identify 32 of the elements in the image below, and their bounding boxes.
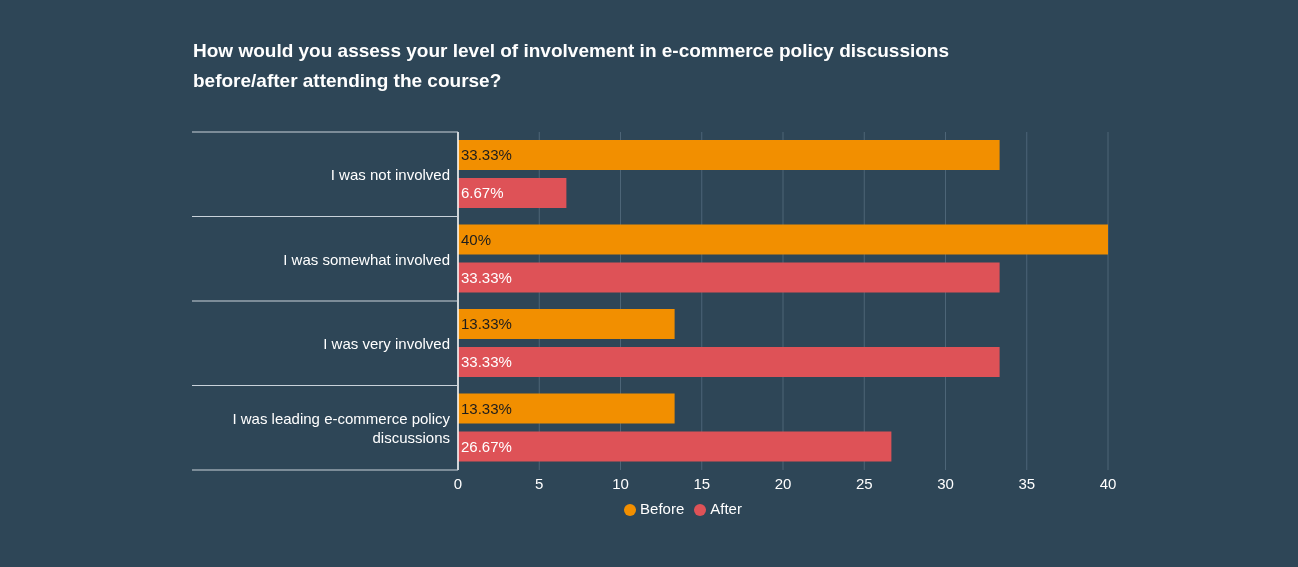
legend-label: After	[710, 500, 742, 517]
bar	[458, 309, 675, 339]
data-label: 33.33%	[461, 353, 512, 371]
x-tick-label: 25	[855, 474, 873, 492]
bar	[458, 224, 1108, 255]
data-label: 13.33%	[461, 315, 512, 333]
bar	[458, 393, 675, 424]
bar	[458, 140, 1000, 170]
x-tick-label: 35	[1018, 474, 1036, 492]
data-label: 40%	[461, 230, 492, 248]
data-label: 26.67%	[461, 437, 512, 455]
x-tick-label: 30	[937, 474, 954, 492]
bar	[458, 178, 567, 208]
bar	[458, 262, 1000, 293]
bar	[458, 431, 892, 462]
y-tick-label: I was leading e-commerce policy discussions	[232, 409, 451, 446]
chart-title: How would you assess your level of involvement in e-commerce policy discussions before/after attending the course?	[193, 39, 950, 93]
legend-label: Before	[640, 500, 685, 517]
x-tick-label: 15	[693, 474, 711, 492]
data-label: 6.67%	[461, 184, 504, 202]
bar	[458, 347, 1000, 377]
x-tick-label: 5	[535, 474, 544, 492]
y-tick-label: I was not involved	[330, 165, 450, 183]
y-tick-label: I was very involved	[323, 334, 450, 352]
x-tick-label: 40	[1099, 474, 1117, 492]
data-label: 33.33%	[461, 268, 512, 286]
y-tick-label: I was somewhat involved	[283, 250, 450, 268]
data-label: 13.33%	[461, 399, 512, 417]
x-tick-label: 0	[453, 474, 463, 492]
x-tick-label: 20	[774, 474, 792, 492]
x-tick-label: 10	[612, 474, 629, 492]
data-label: 33.33%	[461, 146, 512, 164]
